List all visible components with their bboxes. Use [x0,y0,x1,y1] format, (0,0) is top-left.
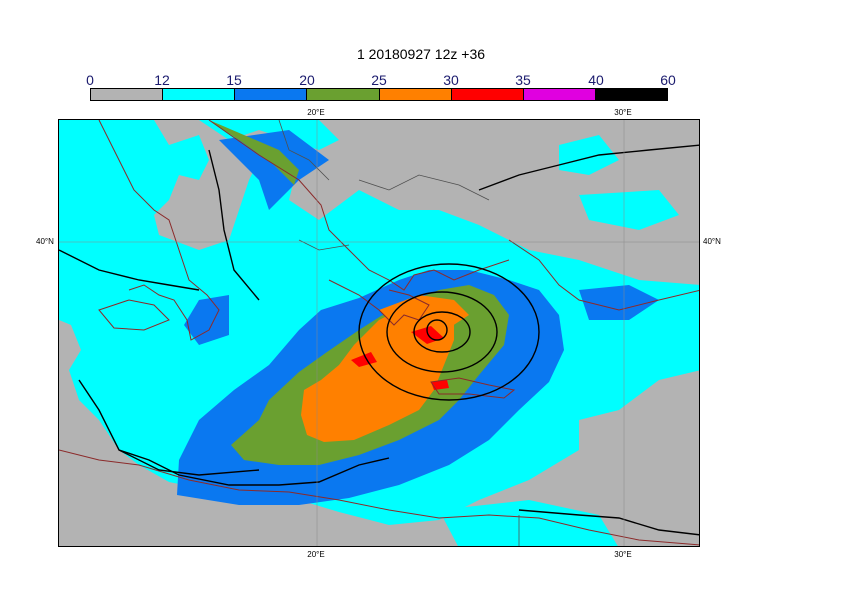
contour-line-north [59,249,200,291]
lat-label-left-40n: 40°N [36,237,54,246]
wind-patch-green-adriatic [209,120,299,185]
coast-balkans [208,120,510,291]
border-2 [358,174,490,201]
border-3 [298,239,350,251]
wind-patch-blue-east [579,285,659,320]
wind-band-25-30 [301,310,454,442]
contour-ring-1 [413,311,471,353]
wind-patch-blue-west [184,295,229,345]
coastlines [59,120,699,546]
wind-patch-blue-north [219,130,329,210]
lon-label-top-20e: 20°E [307,108,325,117]
wind-band-30-35-a [351,352,377,367]
wind-patch-east-1 [559,135,619,175]
lon-label-top-30e: 30°E [614,108,632,117]
colorbar-segment-2 [235,89,308,100]
contour-line-west [78,379,260,476]
colorbar-label-2: 15 [226,72,242,88]
wind-patch-south-1 [439,500,618,546]
map-title: 1 20180927 12z +36 [356,46,486,62]
coast-turkey [508,239,699,311]
lon-label-bottom-20e: 20°E [307,550,325,559]
contour-ring-3 [358,263,540,401]
contour-line-south [118,449,390,486]
wind-speed-map [58,119,700,547]
wind-patch-orange-north [379,295,469,328]
contour-line-east [518,509,699,536]
colorbar-label-6: 35 [515,72,531,88]
coast-peloponnese [328,279,430,326]
colorbar-segment-1 [163,89,236,100]
colorbar-label-7: 40 [588,72,604,88]
colorbar-label-5: 30 [443,72,459,88]
colorbar-segment-0 [91,89,164,100]
colorbar-label-3: 20 [299,72,315,88]
colorbar-label-0: 0 [86,72,94,88]
contour-line-balkans [208,149,260,301]
coast-africa [59,449,699,546]
wind-patch-north-1 [59,120,139,155]
colorbar [90,88,668,101]
contour-ring-4 [426,319,448,341]
contour-line-turkey [478,144,699,191]
colorbar-segment-6 [523,89,596,100]
coast-italy [98,120,220,341]
colorbar-segment-3 [307,89,380,100]
coast-crete [430,377,516,399]
wind-patch-east-2 [579,190,679,230]
wind-band-30-35-c [431,380,449,390]
border-1 [278,120,330,181]
colorbar-label-1: 12 [154,72,170,88]
country-borders [278,120,520,546]
colorbar-segment-7 [595,89,667,100]
lon-label-bottom-30e: 30°E [614,550,632,559]
pressure-contours [59,144,699,536]
graticule [59,120,699,546]
colorbar-segment-4 [379,89,452,100]
colorbar-label-4: 25 [371,72,387,88]
colorbar-label-8: 60 [660,72,676,88]
map-svg [59,120,699,546]
coast-sicily [98,299,170,331]
colorbar-segment-5 [451,89,524,100]
contour-ring-2 [386,291,498,373]
lat-label-right-40n: 40°N [703,237,721,246]
